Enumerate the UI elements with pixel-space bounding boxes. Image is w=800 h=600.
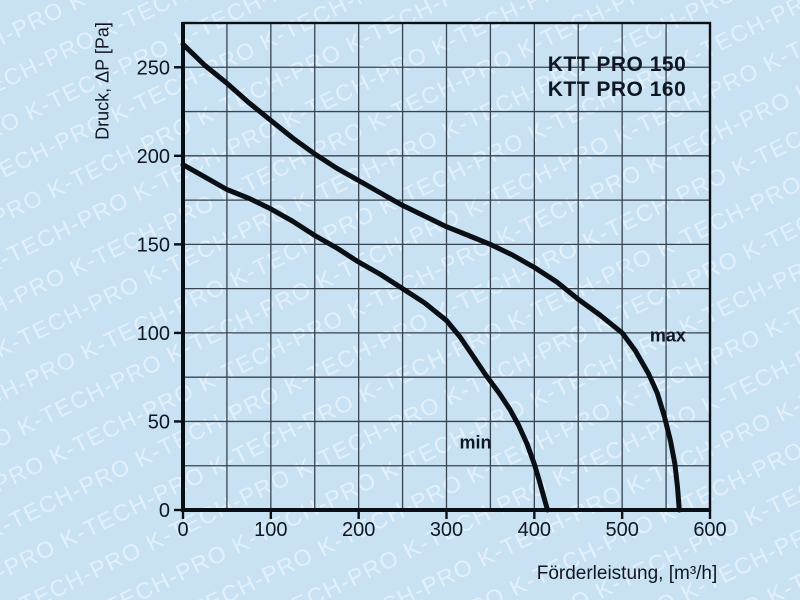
- x-tick-label: 100: [254, 519, 287, 541]
- y-tick-label: 0: [159, 500, 170, 522]
- x-tick-label: 600: [693, 519, 726, 541]
- chart-title: KTT PRO 150 KTT PRO 160: [548, 52, 687, 102]
- y-tick-label: 150: [137, 234, 170, 256]
- x-axis-title: Förderleistung, [m³/h]: [536, 563, 718, 584]
- curve-max: [180, 41, 682, 513]
- curve-label-min: min: [459, 432, 492, 453]
- x-tick-label: 500: [605, 519, 638, 541]
- x-tick-label: 400: [518, 519, 551, 541]
- y-axis-title: Druck, ΔP [Pa]: [92, 22, 113, 140]
- curve-label-max: max: [649, 325, 686, 346]
- curve-min: [180, 162, 550, 513]
- chart-title-line1: KTT PRO 150: [547, 53, 687, 76]
- y-tick-label: 50: [148, 411, 170, 433]
- y-tick-label: 100: [137, 323, 170, 345]
- x-tick-label: 300: [430, 519, 463, 541]
- x-tick-label: 0: [177, 519, 188, 541]
- chart-title-line2: KTT PRO 160: [547, 78, 687, 101]
- y-tick-label: 200: [137, 146, 170, 168]
- y-tick-label: 250: [137, 57, 170, 79]
- x-tick-label: 200: [342, 519, 375, 541]
